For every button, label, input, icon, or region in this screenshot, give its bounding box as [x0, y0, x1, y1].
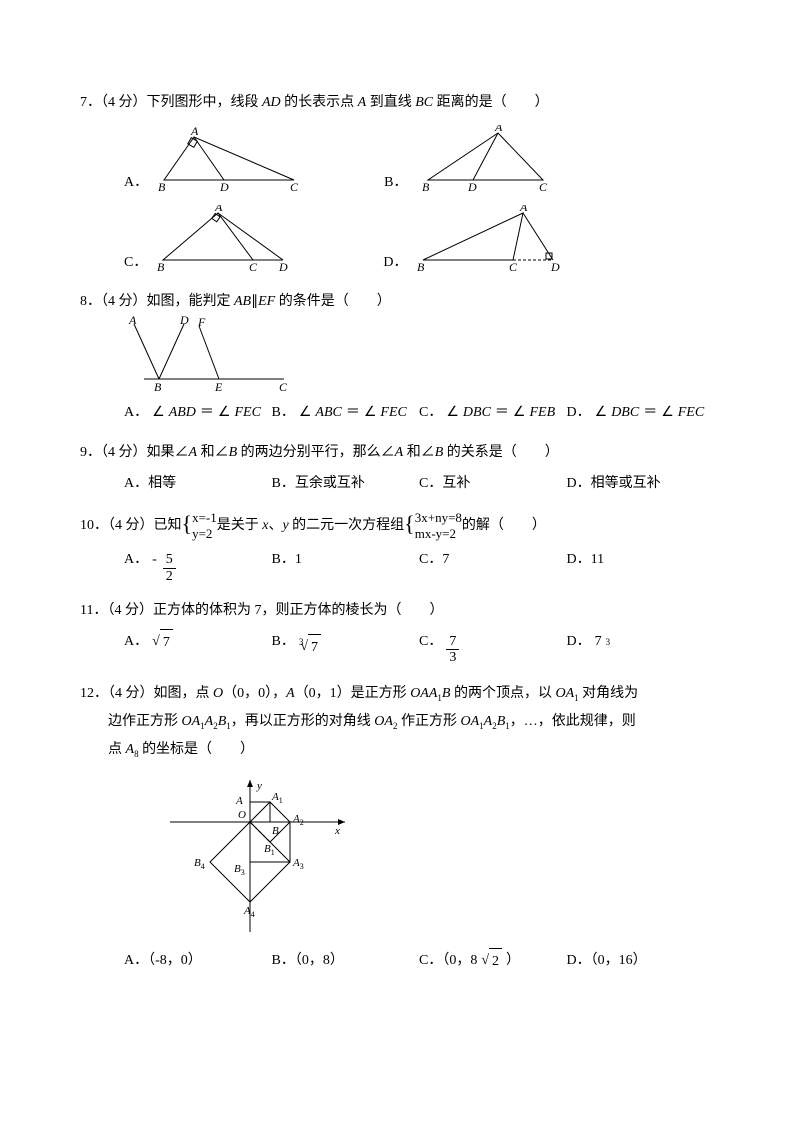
q9-opt-c[interactable]: C．互补: [419, 471, 567, 496]
q7-figure-d: A B C D: [413, 205, 573, 275]
question-11: 11．（4 分）正方体的体积为 7，则正方体的棱长为（ ） A．√7 B．3√7…: [80, 598, 714, 666]
svg-text:A2: A2: [292, 813, 304, 827]
q8-figure: A D F B E C: [124, 314, 294, 394]
svg-text:C: C: [279, 380, 288, 394]
question-7: 7．（4 分）下列图形中，线段 AD 的长表示点 A 到直线 BC 距离的是（ …: [80, 90, 714, 275]
q12-options: A．（-8，0） B．（0，8） C．（0，8√2） D．（0，16）: [124, 948, 714, 974]
q7-figure-c: A B C D: [153, 205, 303, 275]
q12-opt-b[interactable]: B．（0，8）: [272, 948, 420, 974]
q7-option-b[interactable]: B． A B D C: [384, 125, 563, 195]
q8-opt-c[interactable]: C．∠DBC＝∠FEB: [419, 400, 567, 425]
q11-opt-d[interactable]: D．73: [567, 629, 715, 666]
svg-text:E: E: [214, 380, 223, 394]
svg-text:x: x: [334, 825, 340, 837]
q7-option-a[interactable]: A． A B D C: [124, 125, 304, 195]
q10-options: A．-52 B．1 C．7 D．11: [124, 547, 714, 584]
q7-num: 7．（4 分）: [80, 95, 147, 110]
q8-figure-wrap: A D F B E C: [124, 314, 714, 394]
svg-text:B: B: [158, 180, 166, 194]
q11-opt-c[interactable]: C．73: [419, 629, 567, 666]
q9-opt-a[interactable]: A．相等: [124, 471, 272, 496]
q12-opt-d[interactable]: D．（0，16）: [567, 948, 715, 974]
svg-text:B3: B3: [234, 863, 245, 877]
q11-opt-b[interactable]: B．3√7: [272, 629, 420, 666]
q12-opt-c[interactable]: C．（0，8√2）: [419, 948, 567, 974]
q12-opt-a[interactable]: A．（-8，0）: [124, 948, 272, 974]
q11-stem: 11．（4 分）正方体的体积为 7，则正方体的棱长为（ ）: [80, 598, 714, 623]
svg-text:C: C: [290, 180, 299, 194]
svg-text:A4: A4: [243, 905, 255, 919]
svg-text:B: B: [157, 260, 165, 274]
q8-opt-b[interactable]: B．∠ABC＝∠FEC: [272, 400, 420, 425]
q10-opt-b[interactable]: B．1: [272, 547, 420, 584]
q9-opt-b[interactable]: B．互余或互补: [272, 471, 420, 496]
svg-text:D: D: [550, 260, 560, 274]
q7-figure-b: A B D C: [413, 125, 563, 195]
svg-text:D: D: [219, 180, 229, 194]
svg-text:D: D: [467, 180, 477, 194]
q7-option-d[interactable]: D． A B C D: [383, 205, 573, 275]
svg-text:A: A: [190, 125, 199, 138]
q9-stem: 9．（4 分）如果∠A 和∠B 的两边分别平行，那么∠A 和∠B 的关系是（ ）: [80, 440, 714, 465]
svg-text:A3: A3: [292, 857, 304, 871]
q8-options: A．∠ABD＝∠FEC B．∠ABC＝∠FEC C．∠DBC＝∠FEB D．∠D…: [124, 400, 714, 425]
svg-text:A: A: [494, 125, 503, 134]
q7-option-c[interactable]: C． A B C D: [124, 205, 303, 275]
svg-text:A: A: [519, 205, 528, 214]
svg-text:A: A: [214, 205, 223, 214]
q9-options: A．相等 B．互余或互补 C．互补 D．相等或互补: [124, 471, 714, 496]
question-10: 10．（4 分）已知{x=-1y=2是关于 x、y 的二元一次方程组{3x+ny…: [80, 510, 714, 584]
q7-row2: C． A B C D D． A B C D: [124, 205, 714, 275]
svg-text:C: C: [509, 260, 518, 274]
q8-opt-a[interactable]: A．∠ABD＝∠FEC: [124, 400, 272, 425]
svg-text:B: B: [272, 825, 279, 837]
svg-text:A: A: [235, 795, 243, 807]
q10-stem: 10．（4 分）已知{x=-1y=2是关于 x、y 的二元一次方程组{3x+ny…: [80, 510, 714, 541]
svg-text:A: A: [128, 314, 137, 327]
svg-text:F: F: [197, 315, 206, 329]
q8-opt-d[interactable]: D．∠DBC＝∠FEC: [567, 400, 715, 425]
q12-figure-wrap: y x O A A1 A2 A3 A4 B B1 B3 B4: [160, 772, 714, 942]
q7-row1: A． A B D C B． A B D C: [124, 125, 714, 195]
question-8: 8．（4 分）如图，能判定 AB∥EF 的条件是（ ） A D F B E C …: [80, 289, 714, 425]
q11-opt-a[interactable]: A．√7: [124, 629, 272, 666]
svg-text:O: O: [238, 809, 246, 821]
svg-text:B: B: [154, 380, 162, 394]
svg-text:B: B: [417, 260, 425, 274]
svg-text:D: D: [179, 314, 189, 327]
q10-opt-a[interactable]: A．-52: [124, 547, 272, 584]
q10-opt-c[interactable]: C．7: [419, 547, 567, 584]
q8-stem: 8．（4 分）如图，能判定 AB∥EF 的条件是（ ）: [80, 289, 714, 314]
q12-figure: y x O A A1 A2 A3 A4 B B1 B3 B4: [160, 772, 360, 942]
svg-text:D: D: [278, 260, 288, 274]
q9-opt-d[interactable]: D．相等或互补: [567, 471, 715, 496]
q12-stem: 12．（4 分）如图，点 O（0，0），A（0，1）是正方形 OAA1B 的两个…: [80, 680, 714, 764]
svg-text:C: C: [539, 180, 548, 194]
q7-figure-a: A B D C: [154, 125, 304, 195]
q7-stem: 7．（4 分）下列图形中，线段 AD 的长表示点 A 到直线 BC 距离的是（ …: [80, 90, 714, 115]
svg-text:B: B: [422, 180, 430, 194]
question-12: 12．（4 分）如图，点 O（0，0），A（0，1）是正方形 OAA1B 的两个…: [80, 680, 714, 974]
question-9: 9．（4 分）如果∠A 和∠B 的两边分别平行，那么∠A 和∠B 的关系是（ ）…: [80, 440, 714, 496]
q11-options: A．√7 B．3√7 C．73 D．73: [124, 629, 714, 666]
svg-text:C: C: [249, 260, 258, 274]
svg-text:A1: A1: [271, 791, 283, 805]
q10-opt-d[interactable]: D．11: [567, 547, 715, 584]
svg-text:B4: B4: [194, 857, 205, 871]
svg-text:y: y: [256, 780, 262, 792]
